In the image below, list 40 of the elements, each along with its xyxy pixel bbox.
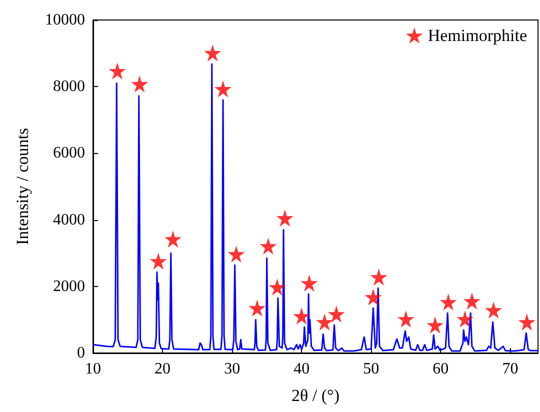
x-tick-label: 30	[224, 360, 240, 378]
point	[463, 292, 480, 310]
x-tick-label: 10	[85, 360, 101, 378]
x-tick-label: 20	[154, 360, 171, 378]
point	[316, 314, 334, 331]
point	[268, 278, 286, 296]
x-tick-label: 70	[502, 360, 518, 378]
point	[364, 288, 382, 306]
point	[328, 306, 345, 323]
point	[164, 230, 182, 248]
point	[293, 308, 310, 325]
point	[260, 238, 277, 255]
x-tick-label: 60	[432, 360, 449, 378]
point	[108, 62, 126, 80]
y-tick-label: 4000	[53, 211, 85, 228]
point	[426, 316, 444, 334]
x-tick-label: 40	[294, 360, 310, 378]
x-tick-label: 50	[363, 360, 380, 378]
point	[300, 274, 318, 292]
y-tick-label: 2000	[53, 278, 85, 295]
y-tick-label: 8000	[53, 78, 85, 96]
point	[131, 75, 148, 92]
point	[204, 44, 222, 62]
x-axis-title: 2θ / (°)	[292, 386, 340, 405]
point	[248, 300, 266, 317]
point	[397, 310, 414, 328]
point	[370, 268, 388, 286]
point	[485, 302, 502, 319]
point	[276, 210, 294, 227]
point	[440, 294, 457, 311]
y-tick-label: 10000	[45, 12, 85, 28]
y-tick-label: 0	[77, 344, 85, 362]
legend-label: Hemimorphite	[428, 26, 528, 45]
point	[150, 252, 167, 270]
point	[456, 310, 474, 328]
point	[228, 246, 245, 263]
y-axis-title: Intensity / counts	[13, 128, 32, 246]
y-tick-label: 6000	[53, 144, 85, 162]
point	[214, 80, 232, 98]
point	[518, 314, 536, 331]
